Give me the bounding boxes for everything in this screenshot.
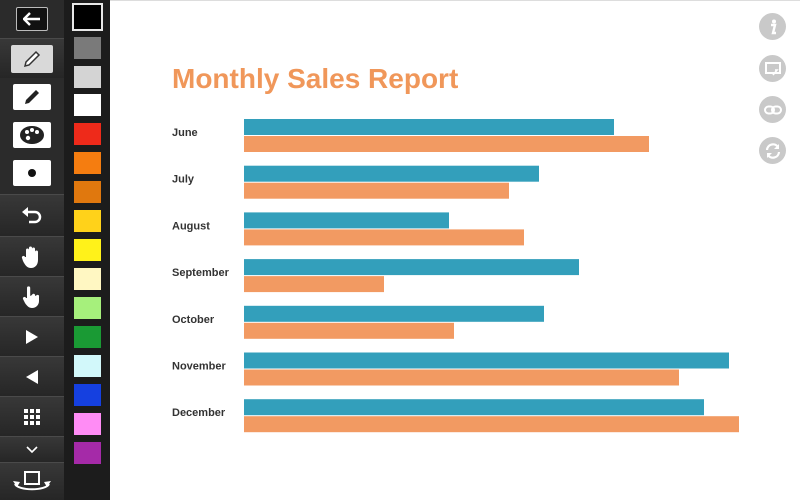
- bar-series-2: [244, 136, 649, 152]
- pointer-button[interactable]: [0, 276, 64, 316]
- color-swatch[interactable]: [74, 239, 101, 261]
- color-swatch[interactable]: [74, 210, 101, 232]
- refresh-icon: [765, 142, 780, 159]
- bar-series-1: [244, 399, 704, 416]
- pencil-tool[interactable]: [0, 78, 64, 116]
- bar-series-2: [244, 369, 679, 386]
- tool-column: [0, 0, 64, 500]
- color-swatch[interactable]: [74, 123, 101, 145]
- play-right-icon: [26, 329, 38, 344]
- bar-series-1: [244, 352, 729, 369]
- slide-canvas: Monthly Sales Report June July August Septe…: [110, 0, 800, 500]
- color-swatch[interactable]: [74, 66, 101, 88]
- color-swatch[interactable]: [74, 442, 101, 464]
- play-left-icon: [26, 369, 38, 384]
- grid-button[interactable]: [0, 396, 64, 436]
- bar-chart: June July August September October November De…: [172, 119, 739, 433]
- previous-button[interactable]: [0, 356, 64, 396]
- bar-series-2: [244, 182, 509, 199]
- undo-button[interactable]: [0, 194, 64, 236]
- expand-button[interactable]: [0, 436, 64, 462]
- rotate-screen-button[interactable]: [0, 462, 64, 500]
- hand-icon: [21, 246, 38, 268]
- category-label: July: [172, 174, 195, 186]
- info-button[interactable]: [759, 13, 786, 40]
- palette-icon: [20, 126, 44, 144]
- bar-series-1: [244, 305, 544, 322]
- brush-size-button[interactable]: [0, 154, 64, 192]
- color-swatch[interactable]: [74, 326, 101, 348]
- undo-icon: [22, 206, 42, 223]
- category-label: December: [172, 407, 226, 419]
- bar-series-2: [244, 416, 739, 433]
- color-swatch[interactable]: [74, 181, 101, 203]
- info-icon: [770, 19, 777, 34]
- link-button[interactable]: [759, 96, 786, 123]
- color-swatch[interactable]: [74, 94, 101, 116]
- category-label: September: [172, 267, 230, 279]
- back-button[interactable]: [0, 0, 64, 38]
- bar-series-1: [244, 212, 449, 229]
- color-swatch[interactable]: [74, 268, 101, 290]
- category-label: October: [172, 314, 215, 326]
- color-swatch[interactable]: [74, 37, 101, 59]
- bar-series-1: [244, 259, 579, 276]
- pan-button[interactable]: [0, 236, 64, 276]
- next-button[interactable]: [0, 316, 64, 356]
- refresh-button[interactable]: [759, 137, 786, 164]
- screen-share-icon: [764, 61, 781, 75]
- category-label: November: [172, 361, 227, 373]
- color-palette: [64, 0, 110, 500]
- pencil-icon: [25, 90, 39, 104]
- pointer-hand-icon: [22, 285, 40, 308]
- bar-series-2: [244, 322, 454, 339]
- color-swatch[interactable]: [74, 152, 101, 174]
- screen-share-button[interactable]: [759, 55, 786, 82]
- palette-button[interactable]: [0, 116, 64, 154]
- pencil-tool-active[interactable]: [0, 38, 64, 78]
- color-swatch[interactable]: [72, 3, 103, 31]
- chart-title: Monthly Sales Report: [172, 63, 459, 94]
- rotate-screen-icon: [13, 470, 51, 490]
- color-swatch[interactable]: [74, 413, 101, 435]
- bar-series-2: [244, 229, 524, 246]
- back-arrow-icon: [23, 12, 40, 26]
- pencil-icon: [23, 50, 41, 67]
- dot-icon: [28, 169, 36, 177]
- bar-series-1: [244, 119, 614, 135]
- color-swatch[interactable]: [74, 355, 101, 377]
- category-label: August: [172, 220, 210, 232]
- chevron-down-icon: [26, 445, 38, 453]
- link-icon: [763, 105, 782, 114]
- bar-series-2: [244, 276, 384, 293]
- bar-series-1: [244, 165, 539, 182]
- color-swatch[interactable]: [74, 297, 101, 319]
- color-swatch[interactable]: [74, 384, 101, 406]
- grid-icon: [24, 408, 40, 425]
- category-label: June: [172, 127, 198, 139]
